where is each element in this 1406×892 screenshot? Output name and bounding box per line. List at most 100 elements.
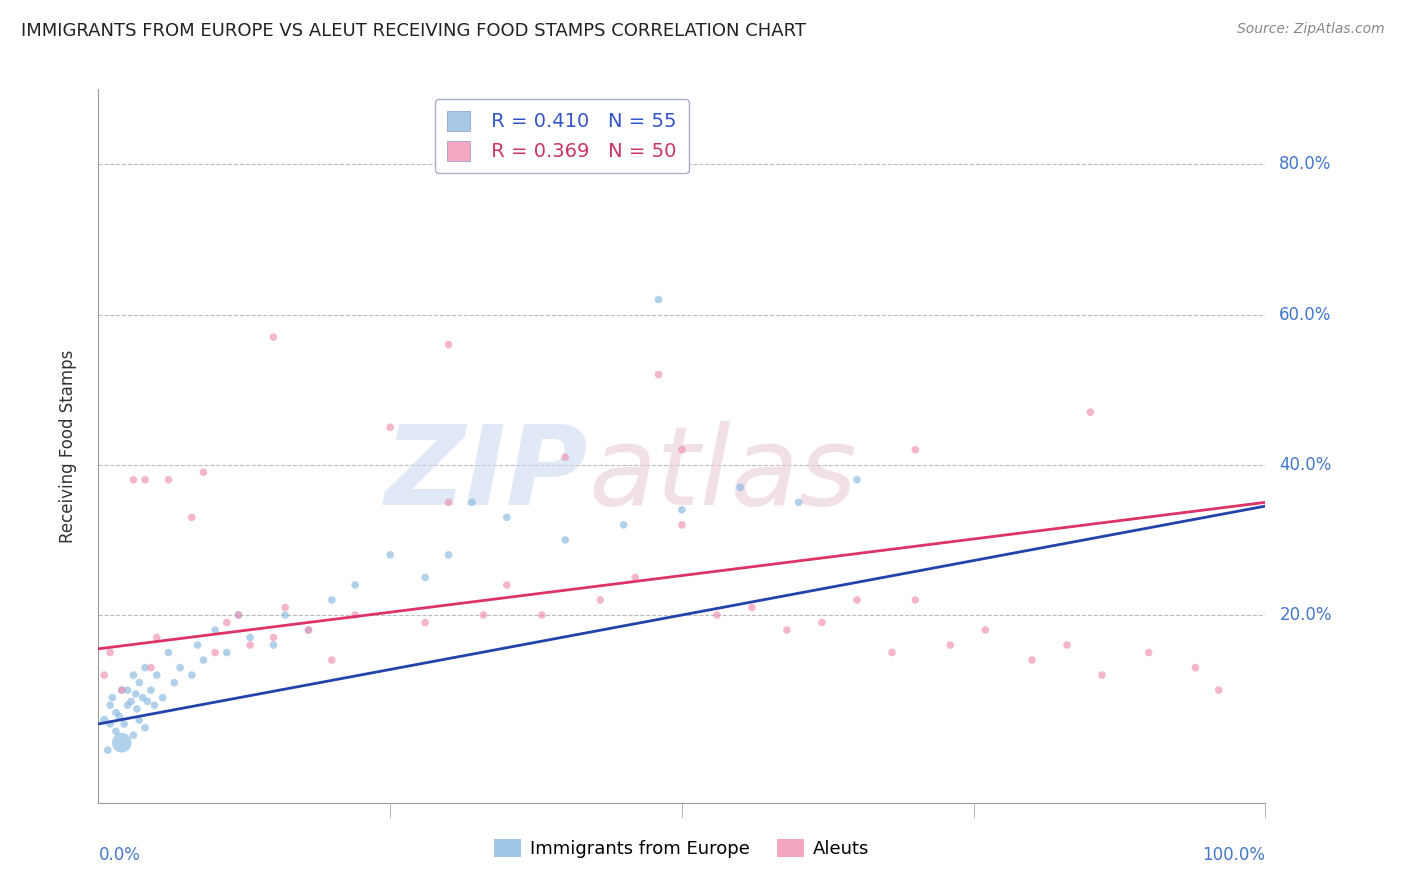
Text: 0.0%: 0.0% [98, 846, 141, 863]
Point [846, 473, 869, 487]
Point [730, 480, 752, 494]
Text: 80.0%: 80.0% [1279, 155, 1331, 173]
Y-axis label: Receiving Food Stamps: Receiving Food Stamps [59, 350, 77, 542]
Point [117, 698, 139, 713]
Point [108, 709, 131, 723]
Legend: Immigrants from Europe, Aleuts: Immigrants from Europe, Aleuts [486, 831, 877, 865]
Text: ZIP: ZIP [385, 421, 589, 528]
Point [904, 593, 927, 607]
Point [104, 724, 127, 739]
Point [413, 615, 436, 630]
Point [180, 668, 202, 682]
Point [413, 570, 436, 584]
Point [122, 668, 145, 682]
Text: 20.0%: 20.0% [1279, 606, 1331, 624]
Point [163, 675, 186, 690]
Point [671, 503, 693, 517]
Point [146, 631, 169, 645]
Point [880, 646, 903, 660]
Point [112, 717, 135, 731]
Point [180, 510, 202, 524]
Point [554, 533, 576, 547]
Point [193, 465, 215, 479]
Point [297, 623, 319, 637]
Point [1184, 660, 1206, 674]
Point [262, 330, 284, 344]
Point [122, 473, 145, 487]
Point [380, 420, 402, 434]
Point [120, 694, 142, 708]
Point [437, 495, 460, 509]
Text: atlas: atlas [589, 421, 858, 528]
Point [128, 713, 150, 727]
Point [152, 690, 174, 705]
Point [1080, 405, 1102, 419]
Point [297, 623, 319, 637]
Point [139, 660, 162, 674]
Point [1021, 653, 1043, 667]
Point [939, 638, 962, 652]
Point [274, 600, 297, 615]
Point [613, 517, 636, 532]
Text: 100.0%: 100.0% [1202, 846, 1265, 863]
Point [204, 623, 226, 637]
Point [589, 593, 612, 607]
Point [530, 607, 553, 622]
Point [846, 593, 869, 607]
Point [496, 578, 519, 592]
Point [239, 638, 262, 652]
Point [104, 706, 127, 720]
Point [437, 337, 460, 351]
Point [228, 607, 250, 622]
Point [321, 593, 343, 607]
Point [93, 713, 115, 727]
Point [262, 638, 284, 652]
Point [187, 638, 209, 652]
Point [1056, 638, 1078, 652]
Point [239, 631, 262, 645]
Point [134, 473, 156, 487]
Point [461, 495, 484, 509]
Point [647, 293, 669, 307]
Point [262, 631, 284, 645]
Point [811, 615, 834, 630]
Point [1137, 646, 1160, 660]
Point [117, 683, 139, 698]
Point [472, 607, 495, 622]
Text: Source: ZipAtlas.com: Source: ZipAtlas.com [1237, 22, 1385, 37]
Point [554, 450, 576, 465]
Point [139, 683, 162, 698]
Point [143, 698, 166, 713]
Point [98, 698, 121, 713]
Point [136, 694, 159, 708]
Point [132, 690, 155, 705]
Point [496, 510, 519, 524]
Point [215, 615, 238, 630]
Point [1208, 683, 1230, 698]
Point [437, 548, 460, 562]
Point [624, 570, 647, 584]
Point [101, 690, 124, 705]
Point [741, 600, 763, 615]
Point [193, 653, 215, 667]
Point [157, 646, 180, 660]
Text: 60.0%: 60.0% [1279, 306, 1331, 324]
Point [169, 660, 191, 674]
Point [228, 607, 250, 622]
Point [125, 702, 148, 716]
Point [128, 675, 150, 690]
Point [787, 495, 810, 509]
Point [122, 728, 145, 742]
Point [344, 578, 367, 592]
Point [776, 623, 799, 637]
Point [344, 607, 367, 622]
Point [97, 743, 120, 757]
Point [125, 687, 148, 701]
Point [157, 473, 180, 487]
Point [134, 721, 156, 735]
Point [134, 660, 156, 674]
Point [204, 646, 226, 660]
Text: IMMIGRANTS FROM EUROPE VS ALEUT RECEIVING FOOD STAMPS CORRELATION CHART: IMMIGRANTS FROM EUROPE VS ALEUT RECEIVIN… [21, 22, 806, 40]
Point [98, 717, 121, 731]
Point [647, 368, 669, 382]
